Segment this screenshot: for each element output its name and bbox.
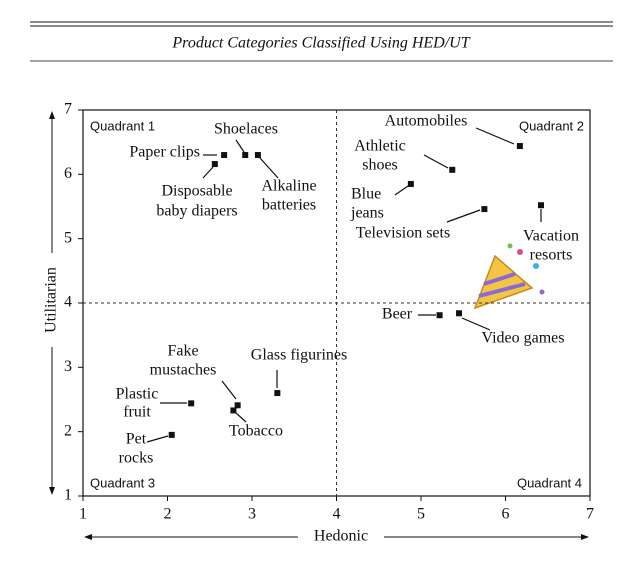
point: [449, 166, 456, 173]
point: [436, 312, 443, 319]
point: [456, 310, 463, 317]
point-label: Television sets: [356, 225, 450, 242]
leader-line: [423, 154, 449, 169]
point-label: Pet: [126, 431, 147, 448]
leader-line: [202, 166, 214, 179]
point: [537, 202, 544, 209]
point: [230, 407, 237, 414]
point-label: Athletic: [354, 138, 406, 155]
point: [234, 402, 241, 409]
leader-line: [235, 412, 247, 423]
point-label: Beer: [382, 306, 413, 323]
y-tick-label: 6: [64, 165, 72, 182]
quadrant-label: Quadrant 3: [90, 475, 155, 490]
leader-line: [394, 185, 409, 196]
leader-line: [235, 139, 245, 153]
quadrant-label: Quadrant 1: [90, 118, 155, 133]
point: [188, 400, 195, 407]
leader-line: [446, 209, 481, 223]
x-tick-label: 6: [502, 506, 510, 523]
point-label: Fake: [167, 343, 198, 360]
point: [274, 390, 281, 397]
point: [211, 161, 218, 168]
point: [242, 152, 249, 159]
point-label: Shoelaces: [214, 121, 278, 138]
leader-line: [475, 127, 515, 145]
point-label: Video games: [481, 330, 564, 347]
point-label: Blue: [351, 186, 381, 203]
leader-line: [259, 157, 279, 179]
leader-line: [461, 317, 491, 331]
y-tick-label: 4: [64, 294, 72, 311]
point-label: Automobiles: [385, 113, 468, 130]
chart-title: Product Categories Classified Using HED/…: [171, 35, 470, 52]
point: [407, 180, 414, 187]
point-label: shoes: [362, 157, 398, 174]
point: [221, 152, 228, 159]
y-tick-label: 2: [64, 422, 72, 439]
x-axis-label: Hedonic: [314, 528, 368, 545]
leader-line: [221, 380, 237, 400]
point-label: fruit: [123, 404, 151, 421]
quadrant-label: Quadrant 4: [517, 475, 582, 490]
point-label: baby diapers: [156, 203, 237, 220]
x-label-bg: [298, 527, 384, 547]
point: [254, 152, 261, 159]
point-label: resorts: [530, 247, 573, 264]
point-label: Disposable: [161, 183, 232, 200]
point: [168, 431, 175, 438]
x-tick-label: 4: [333, 506, 341, 523]
point-label: Glass figurines: [251, 347, 347, 364]
x-tick-label: 1: [79, 506, 87, 523]
point-label: Paper clips: [129, 144, 200, 161]
x-tick-label: 2: [164, 506, 172, 523]
y-tick-label: 3: [64, 358, 72, 375]
point-label: jeans: [350, 205, 384, 222]
point-label: Tobacco: [229, 423, 283, 440]
party-icon: [473, 243, 545, 310]
point-label: rocks: [119, 450, 154, 467]
point-label: Vacation: [523, 228, 579, 245]
point: [516, 143, 523, 150]
x-tick-label: 5: [417, 506, 425, 523]
quadrant-label: Quadrant 2: [519, 118, 584, 133]
point-label: batteries: [262, 197, 316, 214]
x-tick-label: 3: [248, 506, 256, 523]
leader-line: [146, 435, 169, 443]
x-tick-label: 7: [586, 506, 594, 523]
point-label: Plastic: [116, 386, 159, 403]
y-axis-label: Utilitarian: [43, 267, 60, 333]
y-tick-label: 5: [64, 229, 72, 246]
y-label-bg: [42, 253, 62, 347]
point: [481, 206, 488, 213]
point-label: mustaches: [150, 362, 217, 379]
y-tick-label: 1: [64, 487, 72, 504]
y-tick-label: 7: [64, 101, 72, 118]
point-label: Alkaline: [261, 178, 316, 195]
